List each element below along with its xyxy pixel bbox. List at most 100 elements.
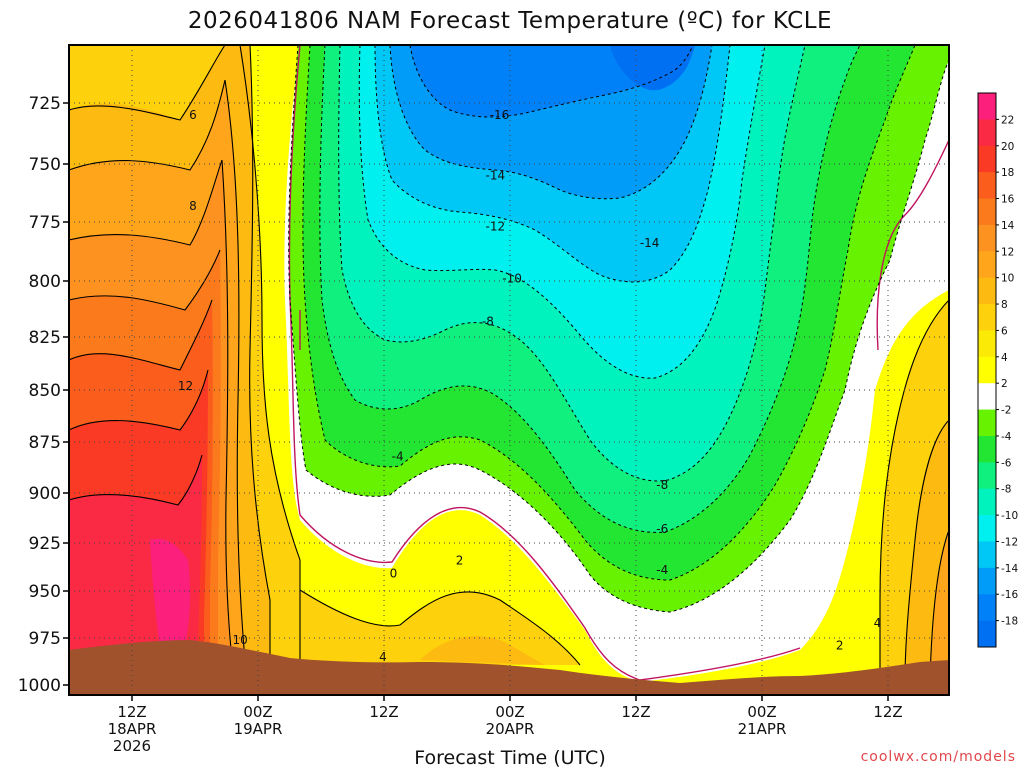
contour-label: -10 <box>502 272 522 286</box>
y-tick-label: 950 <box>29 582 61 602</box>
colorbar-label: -18 <box>1001 616 1018 628</box>
x-tick-label: 00Z <box>747 703 776 721</box>
zero-contour <box>288 45 949 681</box>
colorbar-label: 10 <box>1001 273 1014 285</box>
colorbar-label: -2 <box>1001 405 1011 417</box>
y-tick-label: 875 <box>29 433 61 453</box>
colorbar-label: 8 <box>1001 299 1008 311</box>
x-tick-label: 12Z <box>369 703 398 721</box>
colorbar-label: 14 <box>1001 220 1015 232</box>
contour-label: 4 <box>874 616 882 630</box>
colorbar-swatch <box>978 409 996 437</box>
contour-label: 2 <box>836 639 844 653</box>
colorbar-swatch <box>978 198 996 226</box>
colorbar-label: 18 <box>1001 167 1014 179</box>
mid-warm-6 <box>420 636 545 665</box>
colorbar-label: -16 <box>1001 589 1018 601</box>
contour-label: 8 <box>189 199 197 213</box>
colorbar-swatch <box>978 224 996 252</box>
x-tick-label: 00Z <box>495 703 524 721</box>
y-tick-label: 775 <box>29 213 61 233</box>
colorbar-swatch <box>978 277 996 305</box>
y-tick-label: 925 <box>29 534 61 554</box>
contour-label: -4 <box>656 563 668 577</box>
colorbar-swatch <box>978 462 996 490</box>
colorbar-label: -10 <box>1001 510 1018 522</box>
x-tick-label: 19APR <box>234 720 283 738</box>
colorbar-swatch <box>978 304 996 331</box>
contour-label: 6 <box>189 108 197 122</box>
y-tick-label: 1000 <box>18 676 61 696</box>
colorbar-label: 22 <box>1001 114 1014 126</box>
gridlines <box>69 45 949 695</box>
colorbar-swatch <box>978 435 996 463</box>
contour-label: -16 <box>490 108 510 122</box>
plot-area <box>69 45 949 695</box>
colorbar-label: 2 <box>1001 378 1008 390</box>
colorbar-label: -12 <box>1001 536 1018 548</box>
colorbar-swatch <box>978 251 996 279</box>
x-tick-label: 18APR <box>108 720 157 738</box>
colorbar-label: -4 <box>1001 431 1012 443</box>
y-tick-label: 750 <box>29 155 61 175</box>
colorbar: 22 20 18 16 14 12 10 8 6 4 2 -2 -4 -6 -8 -10 -12 -14 -16 -1… <box>977 92 1018 648</box>
colorbar-swatch <box>978 93 996 120</box>
x-tick-label: 12Z <box>621 703 650 721</box>
colorbar-swatch <box>978 172 996 200</box>
y-tick-label: 900 <box>29 484 61 504</box>
warm-contours <box>69 45 949 681</box>
contour-label: -12 <box>485 220 505 234</box>
y-axis: 725 750 775 800 825 850 875 900 925 950 975 1000 <box>18 94 69 696</box>
colorbar-swatch <box>978 488 996 516</box>
terrain <box>69 640 949 695</box>
plot-frame <box>68 44 950 696</box>
contour-label: 2 <box>456 553 464 567</box>
colorbar-label: 4 <box>1001 352 1008 364</box>
contour-label: -6 <box>656 522 668 536</box>
colorbar-swatch <box>978 620 996 648</box>
contour-label: -8 <box>482 314 494 328</box>
credit-text: coolwx.com/models <box>861 749 1016 765</box>
colorbar-label: -8 <box>1001 484 1011 496</box>
colorbar-swatch <box>978 356 996 384</box>
colorbar-label: 16 <box>1001 194 1015 206</box>
cold-band-minus18 <box>610 45 695 91</box>
contour-label: 12 <box>178 379 193 393</box>
contour-labels: 6 8 12 10 4 0 2 -4 -8 -10 -12 -14 -16 -14 -8 -6 -4 2 4 <box>178 108 881 664</box>
y-tick-label: 825 <box>29 328 61 348</box>
warm-band-22 <box>150 538 191 648</box>
contour-label: -14 <box>485 169 505 183</box>
contour-label: -8 <box>656 478 668 492</box>
colorbar-swatch <box>978 515 996 542</box>
right-warm-10 <box>930 530 949 680</box>
y-tick-label: 800 <box>29 272 61 292</box>
contour-label: 4 <box>379 650 387 664</box>
colorbar-label: 20 <box>1001 141 1014 153</box>
contour-label: -4 <box>392 449 404 463</box>
x-tick-label: 21APR <box>738 720 787 738</box>
colorbar-swatch <box>978 119 996 147</box>
cold-contours <box>288 45 949 613</box>
x-tick-label: 12Z <box>117 703 146 721</box>
colorbar-swatch <box>978 567 996 595</box>
colorbar-frame <box>977 92 997 648</box>
x-tick-label: 12Z <box>873 703 902 721</box>
colorbar-swatch <box>978 541 996 569</box>
colorbar-label: -14 <box>1001 563 1018 575</box>
contour-label: 0 <box>390 567 398 581</box>
colorbar-swatch <box>978 145 996 173</box>
x-tick-label: 00Z <box>243 703 272 721</box>
colorbar-swatch <box>978 383 996 411</box>
contour-label: 10 <box>233 633 248 647</box>
colorbar-label: -6 <box>1001 457 1012 469</box>
chart-title: 2026041806 NAM Forecast Temperature (ºC)… <box>188 8 832 34</box>
y-tick-label: 725 <box>29 94 61 114</box>
colorbar-label: 6 <box>1001 325 1008 337</box>
x-axis-label: Forecast Time (UTC) <box>414 747 605 768</box>
x-tick-label: 20APR <box>486 720 535 738</box>
colorbar-swatch <box>978 594 996 622</box>
y-tick-label: 975 <box>29 629 61 649</box>
x-tick-label: 2026 <box>113 737 151 755</box>
